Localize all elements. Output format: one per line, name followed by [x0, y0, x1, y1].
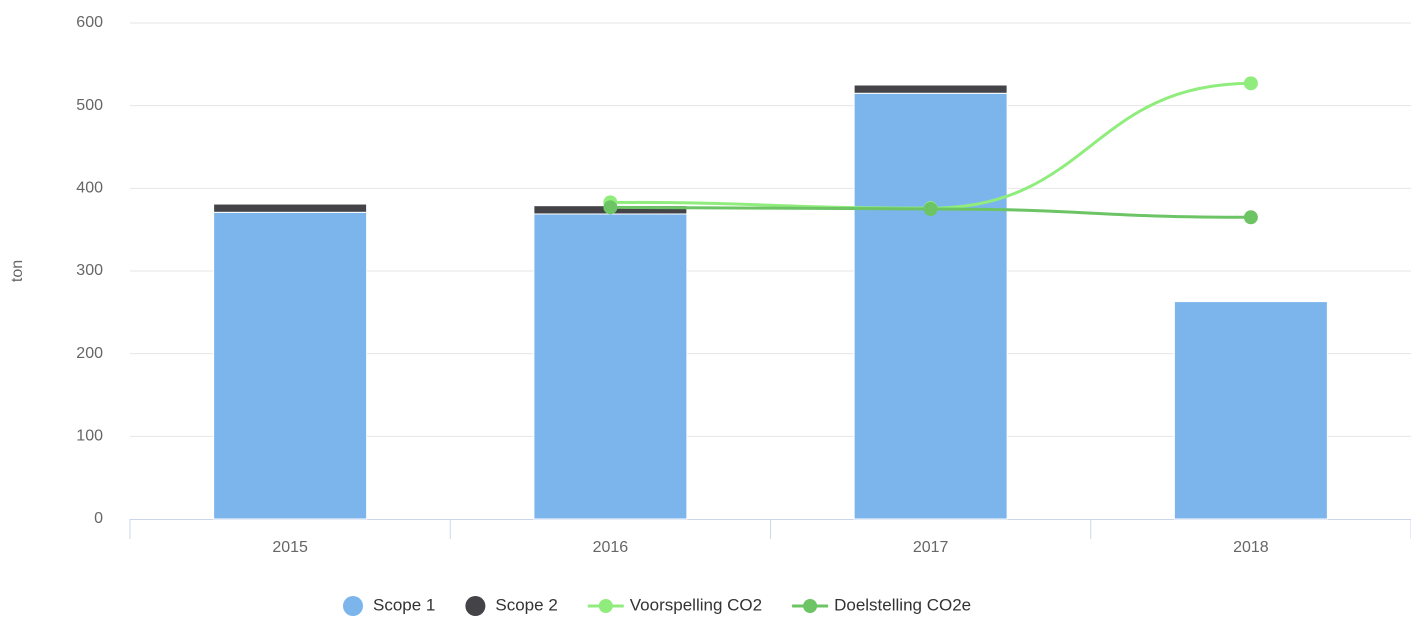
- y-tick-label: 100: [76, 428, 103, 445]
- legend-label: Scope 2: [495, 595, 557, 614]
- line-point: [603, 200, 618, 215]
- legend-symbol: [598, 599, 613, 613]
- legend-symbol: [465, 596, 486, 616]
- bar: [533, 213, 688, 520]
- x-tick-label: 2016: [593, 539, 629, 556]
- bar: [1173, 301, 1328, 520]
- bar: [853, 84, 1008, 94]
- bar: [213, 211, 368, 520]
- x-tick-label: 2015: [272, 539, 308, 556]
- y-tick-label: 300: [76, 262, 103, 279]
- legend-label: Doelstelling CO2e: [834, 595, 971, 614]
- bar: [853, 92, 1008, 520]
- legend-label: Scope 1: [373, 595, 435, 614]
- y-tick-label: 200: [76, 345, 103, 362]
- y-tick-label: 400: [76, 180, 103, 197]
- bar: [213, 203, 368, 213]
- legend-symbol: [343, 596, 363, 616]
- line-point: [923, 202, 938, 216]
- y-axis-label: ton: [9, 260, 26, 282]
- legend-symbol: [803, 599, 818, 613]
- x-tick-label: 2018: [1233, 539, 1269, 556]
- line-point: [1243, 210, 1258, 225]
- y-tick-label: 0: [94, 510, 103, 527]
- legend-label: Voorspelling CO2: [630, 595, 762, 614]
- y-tick-label: 500: [76, 97, 103, 114]
- x-tick-label: 2017: [913, 539, 949, 556]
- legend: Scope 1 Scope 2 Voorspelling CO2 Doelstelli…: [343, 595, 971, 616]
- y-tick-label: 600: [76, 14, 103, 31]
- line-point: [1243, 76, 1258, 91]
